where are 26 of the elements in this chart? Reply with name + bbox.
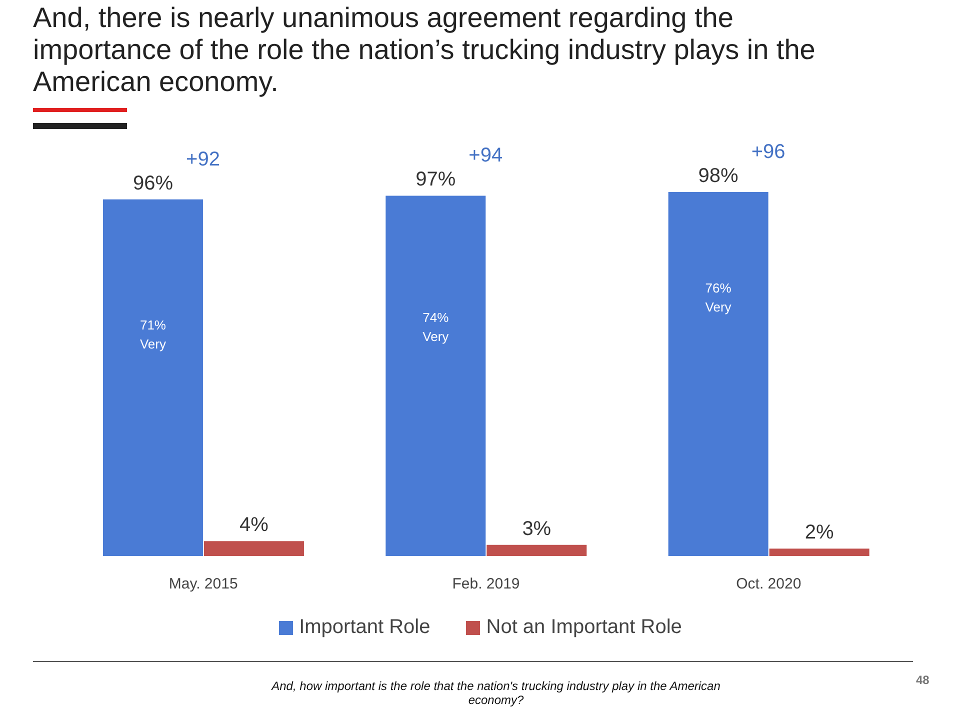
annotation: 74% Very: [422, 310, 450, 344]
data-label: 96%: [132, 172, 174, 194]
bar: [102, 199, 203, 556]
x-tick-label: Oct. 2020: [736, 576, 802, 593]
data-label: 4%: [240, 514, 269, 536]
legend-label: Not an Important Role: [486, 616, 682, 639]
annotation: +96: [751, 141, 786, 163]
x-tick-label: Feb. 2019: [452, 576, 520, 593]
bar: [668, 192, 768, 556]
annotation: 71% Very: [140, 317, 166, 352]
data-label: 2%: [804, 522, 834, 544]
bar: [486, 544, 587, 556]
bar: [386, 196, 486, 556]
data-label: 97%: [416, 168, 456, 191]
x-tick-label: May. 2015: [168, 576, 238, 593]
data-label: 3%: [522, 518, 552, 540]
text: 48: [916, 673, 930, 687]
annotation: +92: [186, 148, 220, 170]
text: And, how important is the role that the nation's trucking industry play in the American economy?: [270, 679, 722, 707]
bar: [204, 541, 304, 556]
bar: [769, 548, 870, 556]
legend-label: Important Role: [299, 616, 430, 639]
annotation: 76% Very: [705, 280, 732, 314]
chart-title: And, there is nearly unanimous agreement regarding the importance of the role the nation’s trucking industry plays in the American economy.: [33, 2, 816, 98]
data-label: 98%: [698, 165, 739, 187]
annotation: +94: [468, 144, 503, 167]
